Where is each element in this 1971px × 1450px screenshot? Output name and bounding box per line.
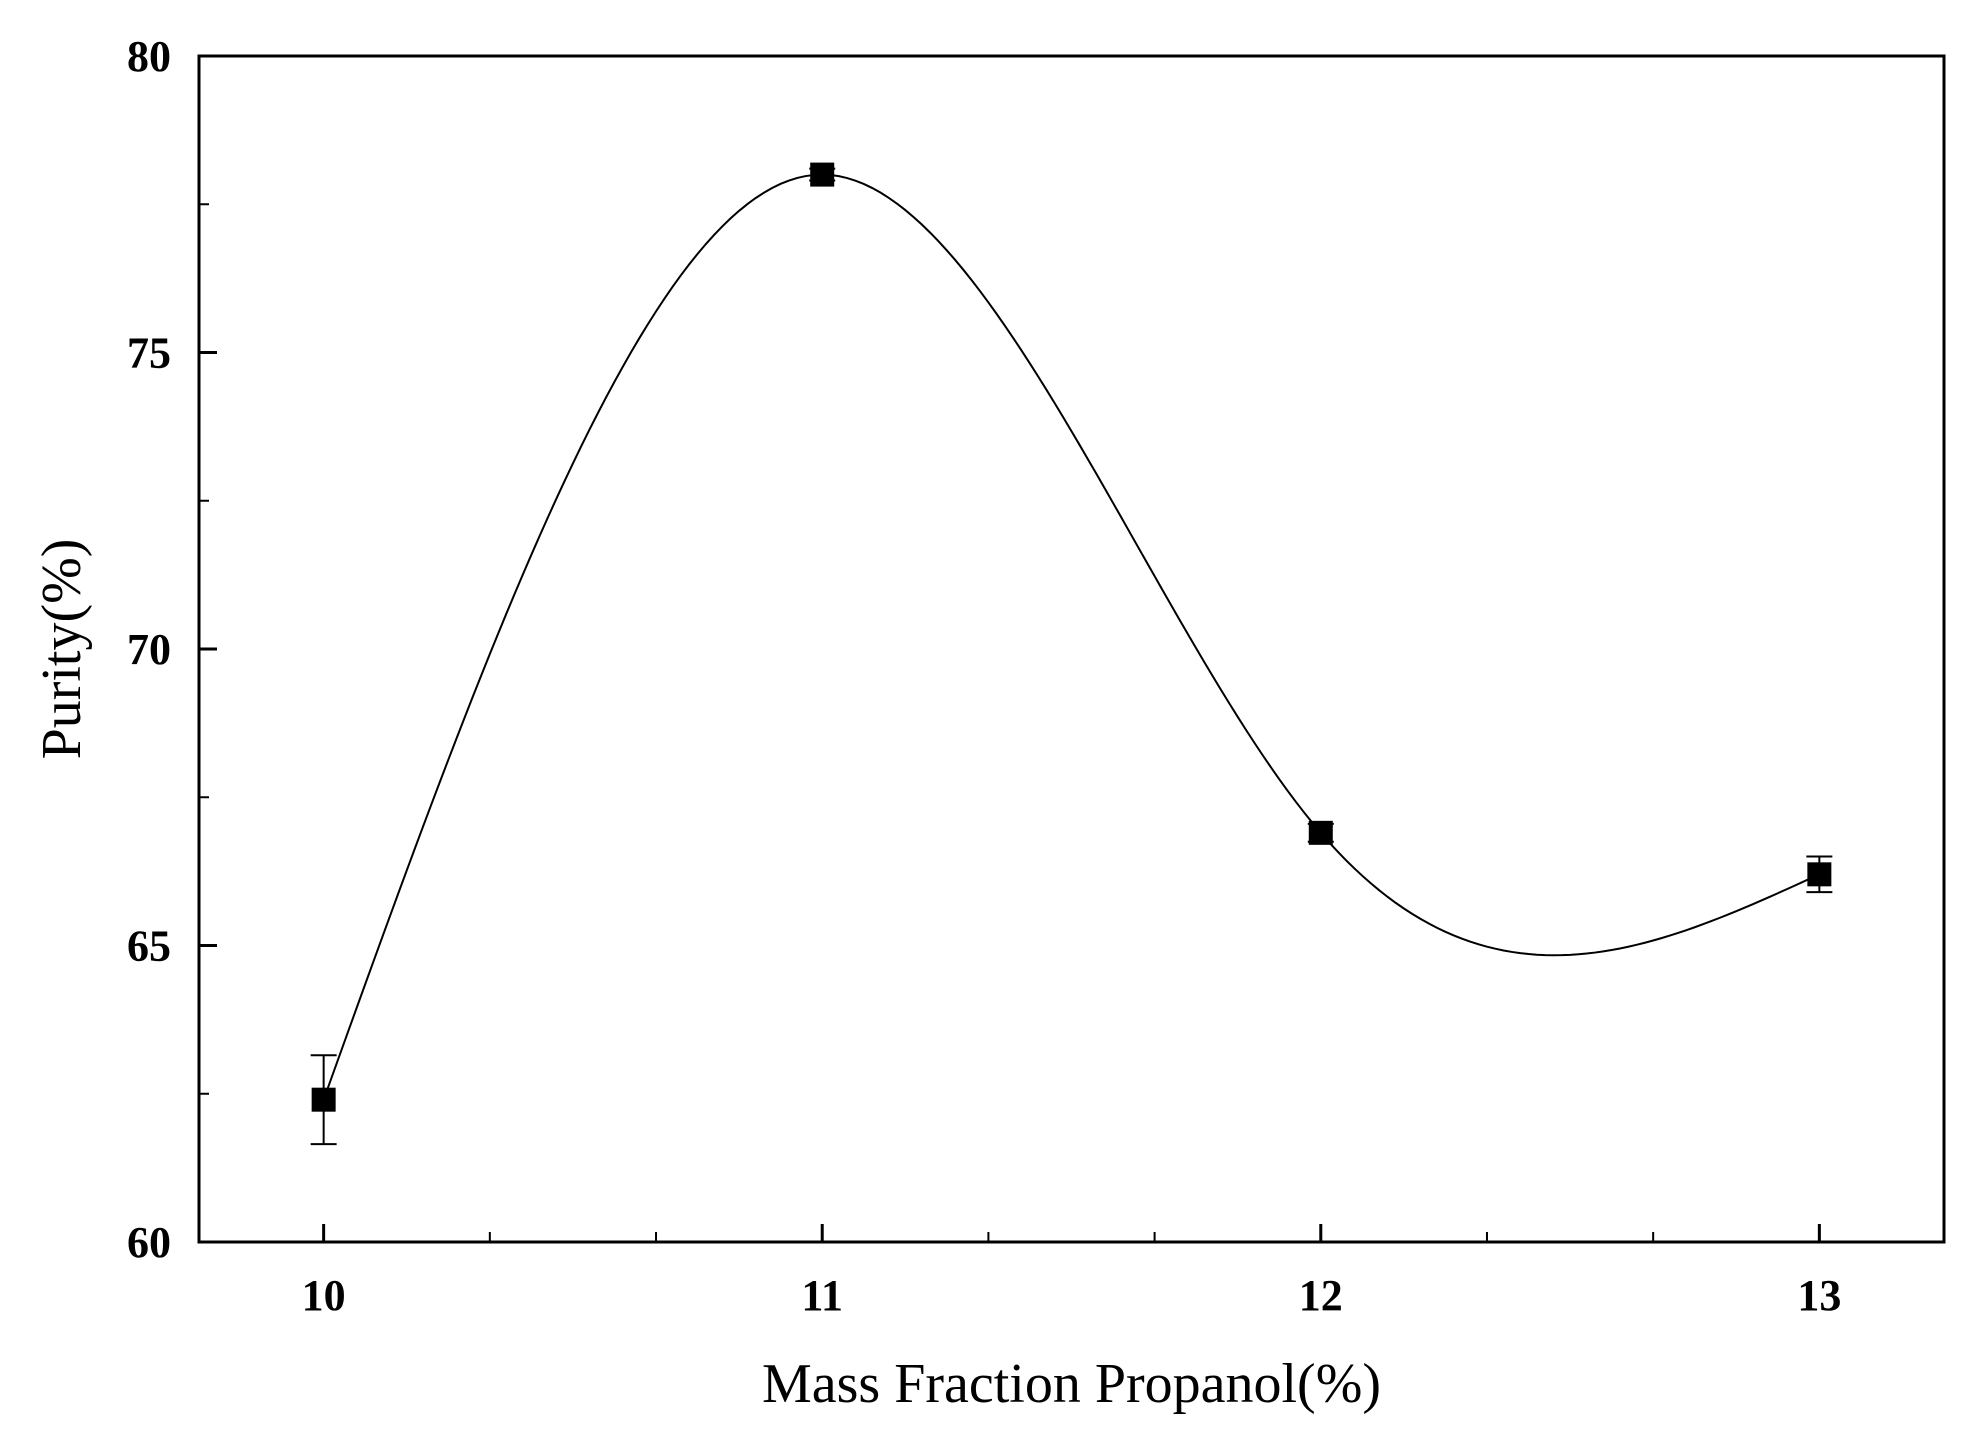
data-points (311, 162, 1832, 1112)
y-tick-label: 60 (127, 1218, 171, 1267)
y-axis-ticks: 60 65 70 75 80 (127, 32, 217, 1267)
y-axis-label: Purity(%) (31, 539, 93, 760)
x-axis-label: Mass Fraction Propanol(%) (762, 1353, 1381, 1415)
y-minor-ticks (199, 203, 209, 1095)
plot-frame (197, 54, 1946, 1244)
y-tick-label: 65 (127, 922, 171, 971)
data-point-marker (810, 162, 835, 187)
y-tick-label: 70 (127, 625, 171, 674)
x-tick-label: 10 (302, 1271, 346, 1320)
x-axis-ticks: 10 11 12 13 (302, 1224, 1841, 1320)
data-point-marker (1308, 820, 1333, 845)
x-tick-label: 11 (801, 1271, 843, 1320)
data-point-marker (311, 1087, 336, 1112)
x-minor-ticks (488, 1232, 1655, 1242)
x-tick-label: 13 (1797, 1271, 1841, 1320)
y-tick-label: 80 (127, 32, 171, 81)
y-tick-label: 75 (127, 329, 171, 378)
error-bars (310, 167, 1833, 1146)
fit-curve (322, 173, 1820, 1101)
data-point-marker (1807, 862, 1832, 887)
x-tick-label: 12 (1299, 1271, 1343, 1320)
